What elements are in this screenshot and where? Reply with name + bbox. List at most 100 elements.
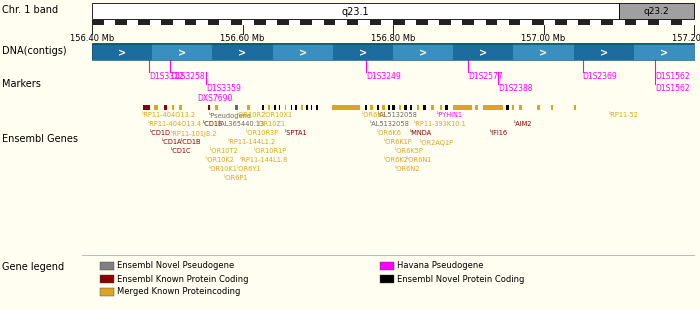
Text: Ensembl Genes: Ensembl Genes [2,134,78,144]
Bar [497,20,509,25]
Bar [150,20,162,25]
Text: ᴸOR10R2: ᴸOR10R2 [237,112,266,118]
Bar [659,20,671,25]
Bar [578,20,590,25]
Text: ᴸOR6Y1: ᴸOR6Y1 [237,166,261,172]
Bar [279,105,281,110]
Text: D1S2369: D1S2369 [582,72,617,81]
Text: 156.40 Mb: 156.40 Mb [70,34,114,43]
Bar [370,20,382,25]
Bar [272,44,332,60]
Bar [92,44,694,60]
Text: ᴸOR6K1P: ᴸOR6K1P [384,139,412,145]
Bar [431,105,434,110]
Bar [301,105,302,110]
Text: ᴸOR6K2: ᴸOR6K2 [384,157,408,163]
Text: ᴸPYHIN1: ᴸPYHIN1 [436,112,462,118]
Bar [196,20,208,25]
Text: Chr. 1 band: Chr. 1 band [2,5,58,15]
Bar [358,20,370,25]
Bar [212,44,272,60]
Text: Ensembl Known Protein Coding: Ensembl Known Protein Coding [117,274,248,284]
Text: D1S1562: D1S1562 [655,72,690,81]
Text: D1S2577: D1S2577 [468,72,503,81]
Text: ᴸOR10R1P: ᴸOR10R1P [253,148,286,154]
Text: Merged Known Proteincoding: Merged Known Proteincoding [117,287,240,296]
Bar [636,20,648,25]
Text: q23.1: q23.1 [342,7,369,17]
Bar [268,105,270,110]
Text: q23.2: q23.2 [643,7,669,16]
Bar [440,105,442,110]
Bar [428,20,440,25]
Bar [208,20,219,25]
Bar [405,105,407,110]
Bar [509,20,520,25]
Text: 156.60 Mb: 156.60 Mb [220,34,265,43]
Bar [519,105,522,110]
Bar [266,20,277,25]
Text: ᴸCD1C: ᴸCD1C [171,148,192,154]
Text: ᴸOR6P1: ᴸOR6P1 [223,175,248,181]
Bar [393,20,405,25]
Text: ᴸOR10Z1: ᴸOR10Z1 [257,121,286,127]
Bar [453,44,513,60]
Bar [116,20,127,25]
Text: >: > [359,48,367,58]
Text: ᴸAL365440.13: ᴸAL365440.13 [218,121,265,127]
Text: 157.20 Mb: 157.20 Mb [672,34,700,43]
Bar [332,44,393,60]
Text: ᴸCD1E: ᴸCD1E [202,121,223,127]
Text: D1S2388: D1S2388 [498,84,533,93]
Bar [365,105,367,110]
Bar [377,105,379,110]
Bar [100,288,114,296]
Bar [451,20,463,25]
Bar [463,20,474,25]
Text: >: > [118,48,126,58]
Bar [219,20,231,25]
Bar [475,105,478,110]
Text: >: > [660,48,668,58]
Bar [306,105,307,110]
Bar [100,275,114,283]
Bar [172,105,174,110]
Bar [100,262,114,270]
Bar [453,105,473,110]
Bar [648,20,659,25]
Bar [216,105,218,110]
Bar [274,105,276,110]
Bar [92,3,619,19]
Text: 157.00 Mb: 157.00 Mb [522,34,566,43]
Bar [619,3,694,19]
Bar [682,20,694,25]
Text: ᴸOR6K3: ᴸOR6K3 [362,112,386,118]
Text: D1S3258: D1S3258 [170,72,205,81]
Bar [185,20,196,25]
Text: >: > [540,48,547,58]
Bar [104,20,116,25]
Text: ᴸOR10K2: ᴸOR10K2 [205,157,235,163]
Text: >: > [178,48,186,58]
Bar [590,20,601,25]
Bar [380,275,394,283]
Text: ᴸRP11-404O13.2: ᴸRP11-404O13.2 [141,112,195,118]
Text: DNA(contigs): DNA(contigs) [2,46,66,56]
Text: D1S1562: D1S1562 [655,84,690,93]
Bar [555,20,567,25]
Text: ᴸIFI16: ᴸIFI16 [489,130,508,136]
Bar [323,20,335,25]
Text: ᴸOR2AQ1P: ᴸOR2AQ1P [419,139,454,146]
Text: Ensembl Novel Protein Coding: Ensembl Novel Protein Coding [397,274,524,284]
Bar [127,20,139,25]
Text: Markers: Markers [2,79,41,89]
Bar [92,20,104,25]
Bar [285,105,286,110]
Bar [332,105,361,110]
Text: ᴸOR6K5P: ᴸOR6K5P [395,148,424,154]
Bar [208,105,210,110]
Bar [513,44,573,60]
Text: ᴸAIM2: ᴸAIM2 [513,121,532,127]
Text: 156.80 Mb: 156.80 Mb [371,34,415,43]
Bar [486,20,497,25]
